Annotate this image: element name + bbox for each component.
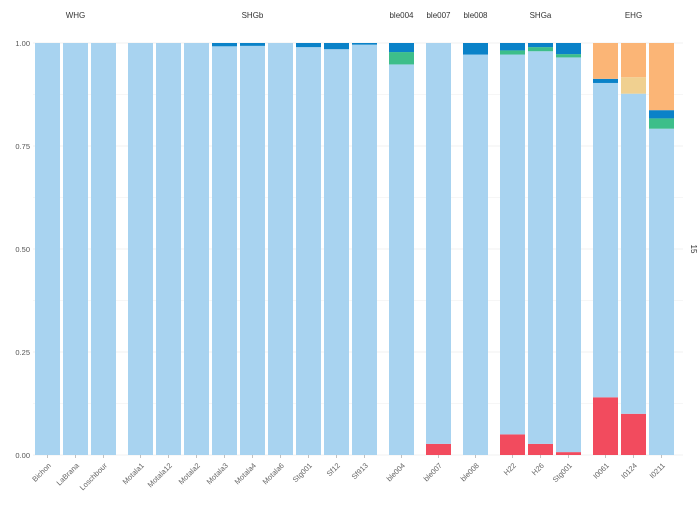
- xtick-label-6-1: I0124: [619, 461, 639, 481]
- xtick-label-6-0: I0061: [591, 461, 611, 481]
- facet-label-5: SHGa: [530, 11, 552, 20]
- bar-segment-SHGa-H22-1: [500, 54, 525, 435]
- facet-label-1: SHGb: [242, 11, 264, 20]
- bar-segment-EHG-I0124-1: [621, 93, 646, 414]
- xtick-label-1-5: Motala6: [261, 461, 286, 486]
- xtick-label-0-2: Loschbour: [78, 461, 109, 492]
- bar-segment-SHGb-Motala4-0: [240, 45, 265, 455]
- bars-layer: [35, 43, 674, 456]
- bar-segment-ble004-ble004-1: [389, 52, 414, 65]
- facet-label-3: ble007: [426, 11, 451, 20]
- bar-segment-WHG-Loschbour-0: [91, 43, 116, 455]
- bar-segment-SHGb-Motala3-1: [212, 43, 237, 47]
- bar-segment-SHGb-Motala3-0: [212, 46, 237, 456]
- ytick-label-0: 0.00: [15, 451, 30, 460]
- bar-segment-WHG-LaBrana-0: [63, 43, 88, 455]
- xtick-label-1-4: Motala4: [233, 461, 258, 486]
- bar-segment-SHGb-Motala4-1: [240, 43, 265, 46]
- facet-label-6: EHG: [625, 11, 642, 20]
- right-strip-label: 15: [689, 245, 698, 254]
- xtick-label-1-3: Motala3: [205, 461, 230, 486]
- bar-segment-SHGa-H26-0: [528, 443, 553, 455]
- bar-segment-SHGa-H22-3: [500, 43, 525, 51]
- bar-segment-ble004-ble004-2: [389, 43, 414, 53]
- facet-label-2: ble004: [389, 11, 414, 20]
- bar-segment-ble004-ble004-0: [389, 64, 414, 455]
- facet-label-4: ble008: [463, 11, 488, 20]
- xtick-label-2-0: ble004: [385, 461, 407, 483]
- bar-segment-SHGb-Motala6-0: [268, 43, 293, 455]
- ytick-label-2: 0.50: [15, 245, 30, 254]
- xtick-label-1-1: Motala12: [146, 461, 174, 489]
- bar-segment-SHGa-Stg001-1: [556, 57, 581, 453]
- bar-segment-ble007-ble007-1: [426, 43, 451, 444]
- bar-segment-EHG-I0061-0: [593, 397, 618, 455]
- bar-segment-EHG-I0124-3: [621, 43, 646, 78]
- bar-segment-SHGa-H26-1: [528, 51, 553, 444]
- xtick-label-1-6: Stg001: [291, 461, 314, 484]
- bar-segment-SHGb-Stg001-1: [296, 43, 321, 48]
- bar-segment-SHGb-Sf12-1: [324, 43, 349, 50]
- bar-segment-SHGa-Stg001-3: [556, 43, 581, 55]
- xtick-label-1-2: Motala2: [177, 461, 202, 486]
- xtick-label-1-7: Sf12: [325, 461, 342, 478]
- bar-segment-EHG-I0124-0: [621, 413, 646, 455]
- bar-segment-SHGb-Motala12-0: [156, 43, 181, 455]
- xtick-label-0-1: LaBrana: [54, 460, 81, 487]
- bar-segment-EHG-I0211-3: [649, 43, 674, 111]
- bar-segment-EHG-I0211-0: [649, 128, 674, 456]
- xtick-label-5-0: H22: [502, 461, 518, 477]
- bar-segment-SHGb-Stg001-0: [296, 47, 321, 456]
- bar-segment-EHG-I0061-3: [593, 43, 618, 79]
- facet-labels: WHG SHGb ble004 ble007 ble008 SHGa EHG: [66, 11, 642, 20]
- bar-segment-SHGa-H26-2: [528, 47, 553, 52]
- bar-segment-SHGa-Stg001-2: [556, 54, 581, 58]
- facet-label-0: WHG: [66, 11, 86, 20]
- xtick-label-5-2: Stg001: [551, 461, 574, 484]
- bar-segment-SHGb-Sf12-0: [324, 49, 349, 456]
- bar-segment-EHG-I0211-2: [649, 110, 674, 119]
- xtick-label-0-0: Bichon: [30, 461, 53, 484]
- xtick-label-3-0: ble007: [422, 461, 444, 483]
- bar-segment-SHGb-Motala1-0: [128, 43, 153, 455]
- xtick-label-6-2: I0211: [648, 461, 667, 480]
- bar-segment-SHGa-H22-0: [500, 434, 525, 455]
- bar-segment-SHGa-Stg001-0: [556, 452, 581, 455]
- y-axis: 0.00 0.25 0.50 0.75 1.00: [15, 39, 30, 460]
- xtick-label-5-1: H26: [530, 461, 546, 477]
- bar-segment-ble008-ble008-1: [463, 43, 488, 55]
- xtick-label-1-8: Sf913: [350, 461, 370, 481]
- bar-segment-EHG-I0061-2: [593, 78, 618, 83]
- bar-segment-SHGb-Sf913-0: [352, 44, 377, 455]
- ytick-label-1: 0.25: [15, 348, 30, 357]
- bar-segment-SHGb-Sf913-1: [352, 43, 377, 45]
- xtick-label-4-0: ble008: [459, 461, 481, 483]
- ytick-label-4: 1.00: [15, 39, 30, 48]
- bar-segment-EHG-I0061-1: [593, 82, 618, 398]
- bar-segment-SHGb-Motala2-0: [184, 43, 209, 455]
- bar-segment-EHG-I0124-2: [621, 77, 646, 94]
- bar-segment-EHG-I0211-1: [649, 118, 674, 129]
- xtick-label-1-0: Motala1: [121, 461, 146, 486]
- bar-segment-SHGa-H26-3: [528, 43, 553, 48]
- bar-segment-ble007-ble007-0: [426, 443, 451, 455]
- bar-segment-SHGa-H22-2: [500, 50, 525, 55]
- bar-segment-WHG-Bichon-0: [35, 43, 60, 455]
- ytick-label-3: 0.75: [15, 142, 30, 151]
- bar-segment-ble008-ble008-0: [463, 54, 488, 455]
